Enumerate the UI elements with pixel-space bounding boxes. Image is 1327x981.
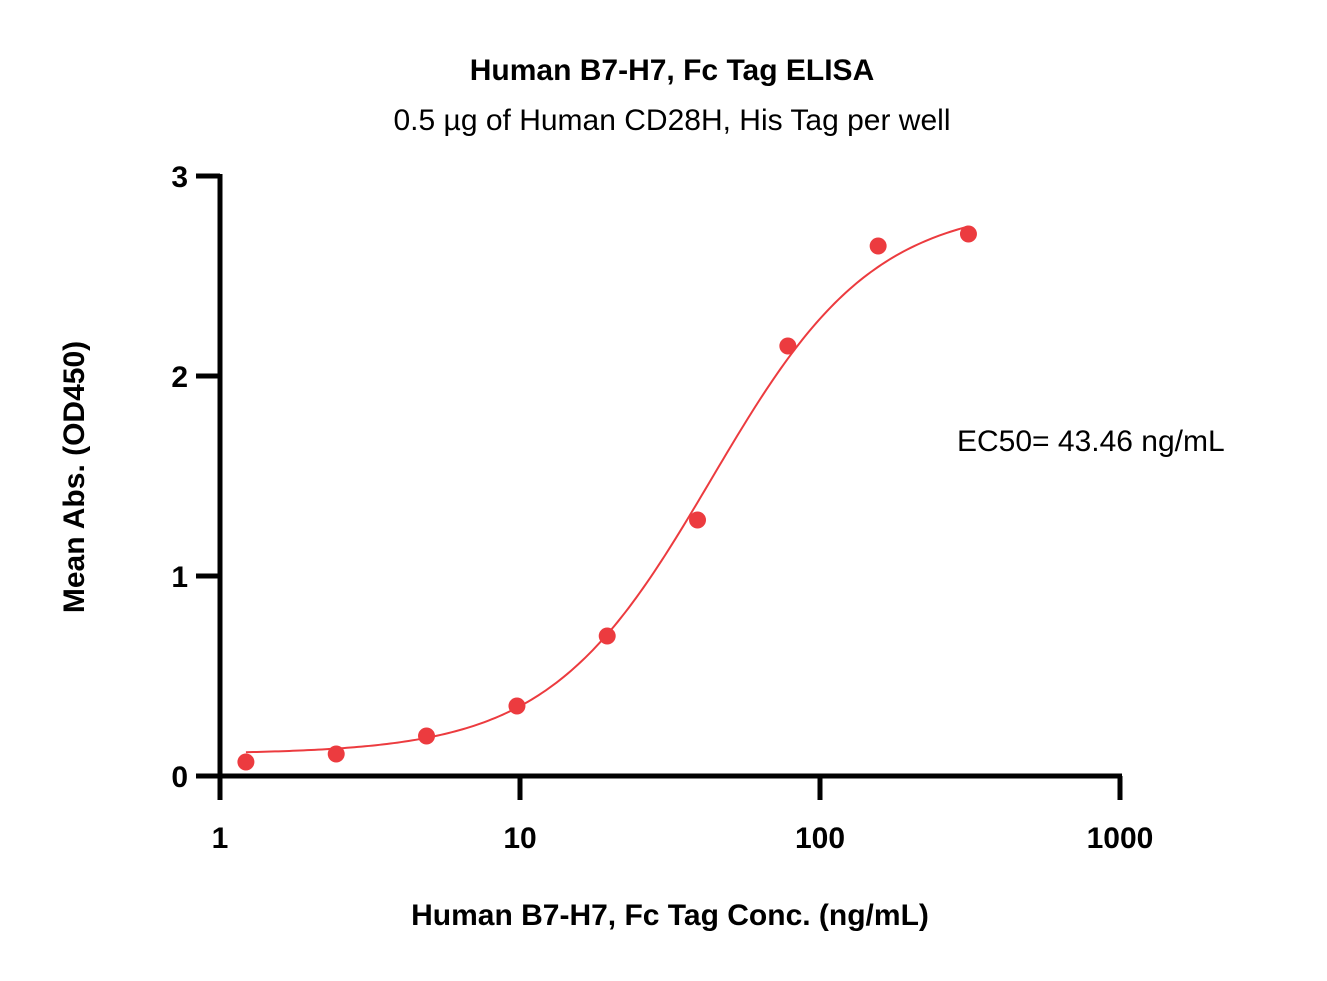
tick-marks <box>196 173 1123 800</box>
y-tick-label: 0 <box>171 761 188 794</box>
data-point <box>508 697 526 715</box>
y-axis-label: Mean Abs. (OD450) <box>58 341 91 613</box>
data-point <box>237 753 255 771</box>
x-tick-label: 10 <box>503 822 536 855</box>
data-point <box>327 745 345 763</box>
axes <box>217 174 1122 779</box>
data-point <box>959 225 977 243</box>
x-axis-label: Human B7-H7, Fc Tag Conc. (ng/mL) <box>411 899 929 932</box>
y-tick-label: 1 <box>171 561 188 594</box>
data-point <box>869 237 887 255</box>
y-tick-label: 3 <box>171 161 188 194</box>
x-tick-label: 1 <box>212 822 229 855</box>
fit-curve <box>245 225 969 754</box>
data-point <box>779 337 797 355</box>
x-tick-label: 1000 <box>1087 822 1154 855</box>
data-points <box>237 225 977 771</box>
x-tick-label: 100 <box>795 822 845 855</box>
data-point <box>689 511 707 529</box>
y-tick-label: 2 <box>171 361 188 394</box>
ec50-annotation: EC50= 43.46 ng/mL <box>957 425 1225 458</box>
data-point <box>598 627 616 645</box>
data-point <box>418 727 436 745</box>
chart-subtitle: 0.5 µg of Human CD28H, His Tag per well <box>394 104 951 137</box>
chart-title: Human B7-H7, Fc Tag ELISA <box>470 54 875 87</box>
